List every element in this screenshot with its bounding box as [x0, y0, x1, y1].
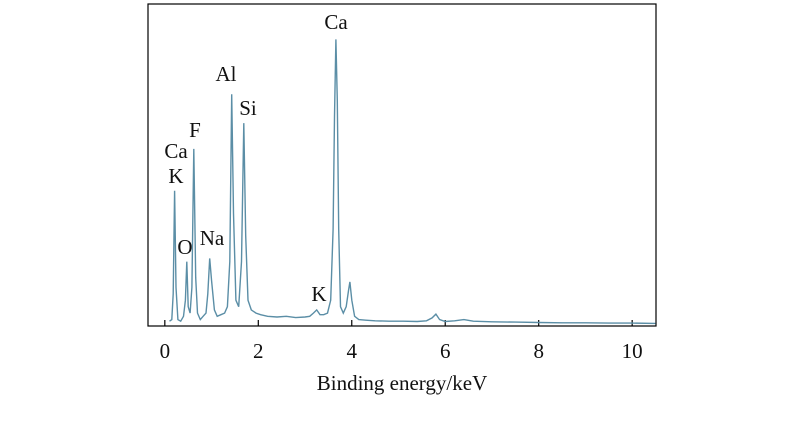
peak-label: K — [168, 164, 183, 188]
x-tick-label: 8 — [533, 339, 544, 363]
peak-label: Ca — [164, 139, 188, 163]
spectrum-line — [169, 39, 656, 325]
x-tick-label: 10 — [622, 339, 643, 363]
plot-frame — [147, 3, 657, 327]
x-tick-label: 0 — [160, 339, 171, 363]
peak-label: Ca — [324, 10, 348, 34]
peak-label: O — [177, 235, 192, 259]
x-axis-label: Binding energy/keV — [317, 371, 488, 395]
peak-label: Si — [239, 96, 257, 120]
peak-label: K — [311, 282, 326, 306]
x-tick-label: 2 — [253, 339, 264, 363]
peak-label: F — [189, 118, 201, 142]
x-tick-label: 6 — [440, 339, 451, 363]
x-tick-label: 4 — [347, 339, 358, 363]
peak-label: Al — [216, 62, 237, 86]
peak-label: Na — [200, 226, 225, 250]
